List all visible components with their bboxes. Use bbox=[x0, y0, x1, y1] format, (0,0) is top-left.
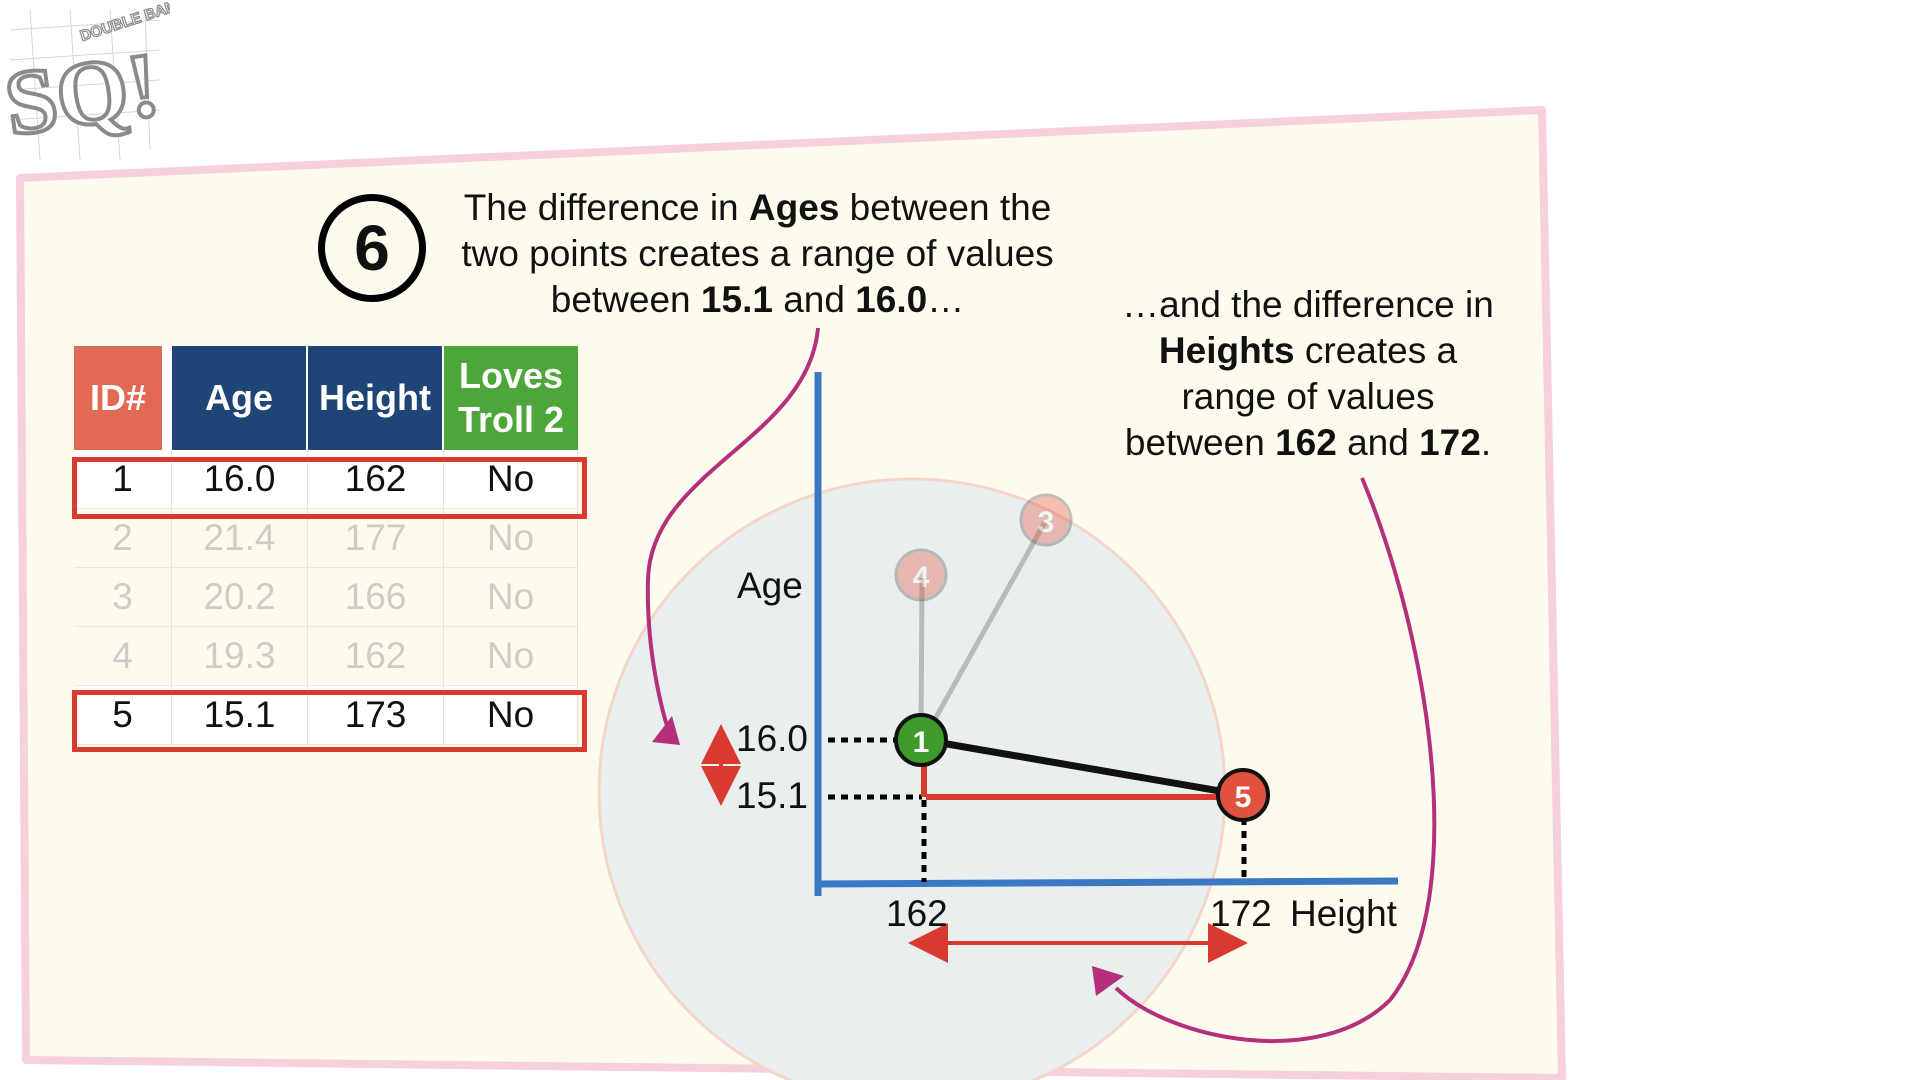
logo-grid bbox=[9, 9, 161, 161]
y-tick-label-high: 16.0 bbox=[736, 718, 809, 759]
edge-1-4 bbox=[918, 577, 925, 741]
y-tick-label-low: 15.1 bbox=[736, 775, 809, 816]
cell-height: 162 bbox=[308, 627, 444, 686]
cell-loves: No bbox=[444, 627, 578, 686]
cell-id: 1 bbox=[74, 450, 172, 509]
table-row: 5 15.1 173 No bbox=[74, 686, 578, 745]
cell-height: 177 bbox=[308, 509, 444, 568]
x-tick-label-high: 172 bbox=[1210, 893, 1272, 934]
cell-loves: No bbox=[444, 509, 578, 568]
svg-text:5: 5 bbox=[1235, 781, 1252, 814]
svg-text:4: 4 bbox=[913, 561, 930, 594]
logo: SQ! DOUBLE BAM!! bbox=[0, 0, 170, 161]
caption-ages: The difference in Ages between the two p… bbox=[461, 187, 1054, 320]
cell-loves: No bbox=[444, 450, 578, 509]
cell-loves: No bbox=[444, 568, 578, 627]
ages-callout-arrowhead bbox=[652, 716, 680, 745]
header-height: Height bbox=[308, 346, 444, 450]
header-age: Age bbox=[172, 346, 308, 450]
cell-height: 162 bbox=[308, 450, 444, 509]
edge-1-5 bbox=[923, 736, 1244, 799]
point-3: 3 bbox=[1019, 493, 1073, 547]
cell-id: 5 bbox=[74, 686, 172, 745]
cell-height: 166 bbox=[308, 568, 444, 627]
cell-age: 19.3 bbox=[172, 627, 308, 686]
heights-callout-arrow bbox=[1114, 477, 1437, 1044]
table-row: 3 20.2 166 No bbox=[74, 568, 578, 627]
cell-id: 2 bbox=[74, 509, 172, 568]
edge-1-3 bbox=[927, 520, 1048, 730]
step-number-badge: 6 bbox=[318, 194, 426, 302]
heights-callout-arrowhead bbox=[1092, 966, 1124, 996]
table-header-row: ID# Age Height Loves Troll 2 bbox=[74, 346, 578, 450]
svg-text:3: 3 bbox=[1038, 506, 1055, 539]
x-tick-label-low: 162 bbox=[886, 893, 948, 934]
svg-text:1: 1 bbox=[913, 726, 930, 759]
point-5: 5 bbox=[1216, 768, 1270, 822]
cell-height: 173 bbox=[308, 686, 444, 745]
y-axis-label: Age bbox=[737, 565, 803, 606]
table-row: 4 19.3 162 No bbox=[74, 627, 578, 686]
x-axis-label: Height bbox=[1290, 893, 1397, 934]
point-1: 1 bbox=[894, 713, 948, 767]
point-4: 4 bbox=[894, 548, 948, 602]
cell-age: 15.1 bbox=[172, 686, 308, 745]
x-axis bbox=[817, 877, 1399, 888]
table-row: 2 21.4 177 No bbox=[74, 509, 578, 568]
table-row: 1 16.0 162 No bbox=[74, 450, 578, 509]
cell-loves: No bbox=[444, 686, 578, 745]
cell-id: 4 bbox=[74, 627, 172, 686]
cell-id: 3 bbox=[74, 568, 172, 627]
data-table: ID# Age Height Loves Troll 2 1 16.0 162 N… bbox=[74, 346, 578, 745]
cell-age: 16.0 bbox=[172, 450, 308, 509]
cell-age: 21.4 bbox=[172, 509, 308, 568]
cell-age: 20.2 bbox=[172, 568, 308, 627]
header-id: ID# bbox=[74, 346, 172, 450]
caption-heights: …and the difference in Heights creates a… bbox=[1122, 284, 1494, 463]
logo-letters: SQ! bbox=[0, 33, 165, 155]
header-loves-troll-2: Loves Troll 2 bbox=[444, 346, 578, 450]
ages-callout-arrow bbox=[645, 327, 820, 736]
